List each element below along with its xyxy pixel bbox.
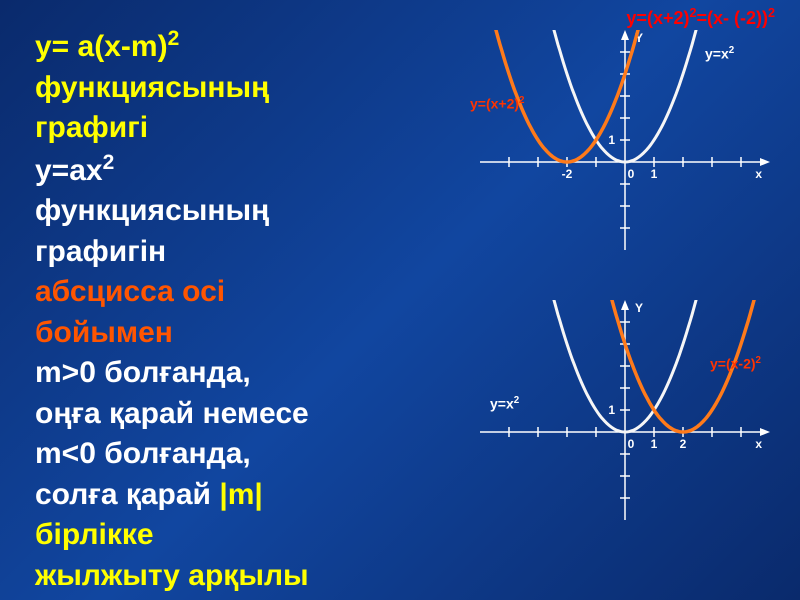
svg-text:1: 1 — [608, 133, 615, 147]
graph-bottom: 0 1 2 1 x Yy=x2 y=(x-2)2 — [480, 300, 770, 520]
text-line-10: m<0 болғанда, — [35, 434, 465, 475]
svg-text:0: 0 — [628, 167, 635, 181]
text-line-5: графигін — [35, 232, 465, 273]
text-line-1: функциясының — [35, 68, 465, 109]
svg-text:x: x — [755, 437, 762, 451]
main-text-block: y= a(x-m)2функциясыныңграфигіy=ax2функци… — [35, 25, 465, 596]
svg-text:Y: Y — [635, 301, 643, 315]
text-line-6: абсцисса осі — [35, 272, 465, 313]
text-line-11: солға қарай |m| — [35, 475, 465, 516]
text-line-3: y=ax2 — [35, 149, 465, 192]
svg-text:1: 1 — [608, 403, 615, 417]
text-line-9: оңға қарай немесе — [35, 394, 465, 435]
graph-bottom-label-1: y=(x-2)2 — [710, 355, 761, 372]
text-line-7: бойымен — [35, 313, 465, 354]
svg-text:-2: -2 — [562, 167, 573, 181]
graph-top: 01-21xYy=x2y=(x+2)2 — [480, 30, 770, 250]
text-line-4: функциясының — [35, 191, 465, 232]
svg-text:1: 1 — [651, 437, 658, 451]
text-line-0: y= a(x-m)2 — [35, 25, 465, 68]
svg-text:1: 1 — [651, 167, 658, 181]
svg-text:0: 0 — [628, 437, 635, 451]
top-formula: y=(x+2)2=(x- (-2))2 — [626, 6, 775, 29]
svg-text:2: 2 — [680, 437, 687, 451]
text-line-12: бірлікке — [35, 515, 465, 556]
graph-bottom-label-0: y=x2 — [490, 395, 519, 412]
text-line-8: m>0 болғанда, — [35, 353, 465, 394]
graph-top-label-1: y=(x+2)2 — [470, 95, 525, 112]
graph-top-label-0: y=x2 — [705, 45, 734, 62]
svg-text:x: x — [755, 167, 762, 181]
text-line-13: жылжыту арқылы — [35, 556, 465, 597]
slide: y=(x+2)2=(x- (-2))2 y= a(x-m)2функциясын… — [0, 0, 800, 600]
text-line-2: графигі — [35, 108, 465, 149]
